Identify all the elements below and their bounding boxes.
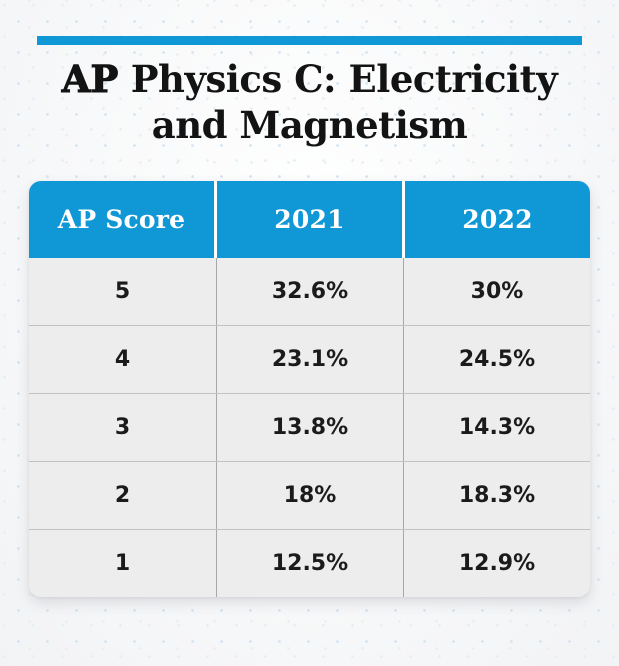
table-header-row: AP Score 2021 2022 [29,181,590,258]
cell-2022-score-4: 24.5% [403,326,590,393]
score-table: AP Score 2021 2022 5 32.6% 30% 4 23.1% 2… [29,181,590,597]
cell-2022-score-2: 18.3% [403,462,590,529]
cell-2021-score-1: 12.5% [216,530,403,597]
cell-2021-score-5: 32.6% [216,258,403,325]
column-header-2022: 2022 [405,181,590,258]
table-row: 1 12.5% 12.9% [29,529,590,597]
table-body: 5 32.6% 30% 4 23.1% 24.5% 3 13.8% 14.3% … [29,258,590,597]
table-row: 5 32.6% 30% [29,258,590,325]
cell-2021-score-2: 18% [216,462,403,529]
cell-score-5: 5 [114,279,131,304]
cell-2022-score-5: 30% [403,258,590,325]
title-line1-rest: Physics C: Electricity [130,57,558,101]
page-title: AP Physics C: Electricity and Magnetism [0,56,619,148]
cell-2022-score-1: 12.9% [403,530,590,597]
title-line2: and Magnetism [151,103,468,147]
column-header-ap-score: AP Score [29,181,214,258]
cell-score-2: 2 [114,483,131,508]
cell-score-1: 1 [114,551,131,576]
accent-bar [37,36,582,45]
title-bold-prefix: AP [61,56,119,101]
cell-score-4: 4 [114,347,131,372]
table-row: 4 23.1% 24.5% [29,325,590,393]
table-row: 3 13.8% 14.3% [29,393,590,461]
column-header-2021: 2021 [217,181,402,258]
cell-2022-score-3: 14.3% [403,394,590,461]
cell-2021-score-3: 13.8% [216,394,403,461]
cell-2021-score-4: 23.1% [216,326,403,393]
cell-score-3: 3 [114,415,131,440]
table-row: 2 18% 18.3% [29,461,590,529]
